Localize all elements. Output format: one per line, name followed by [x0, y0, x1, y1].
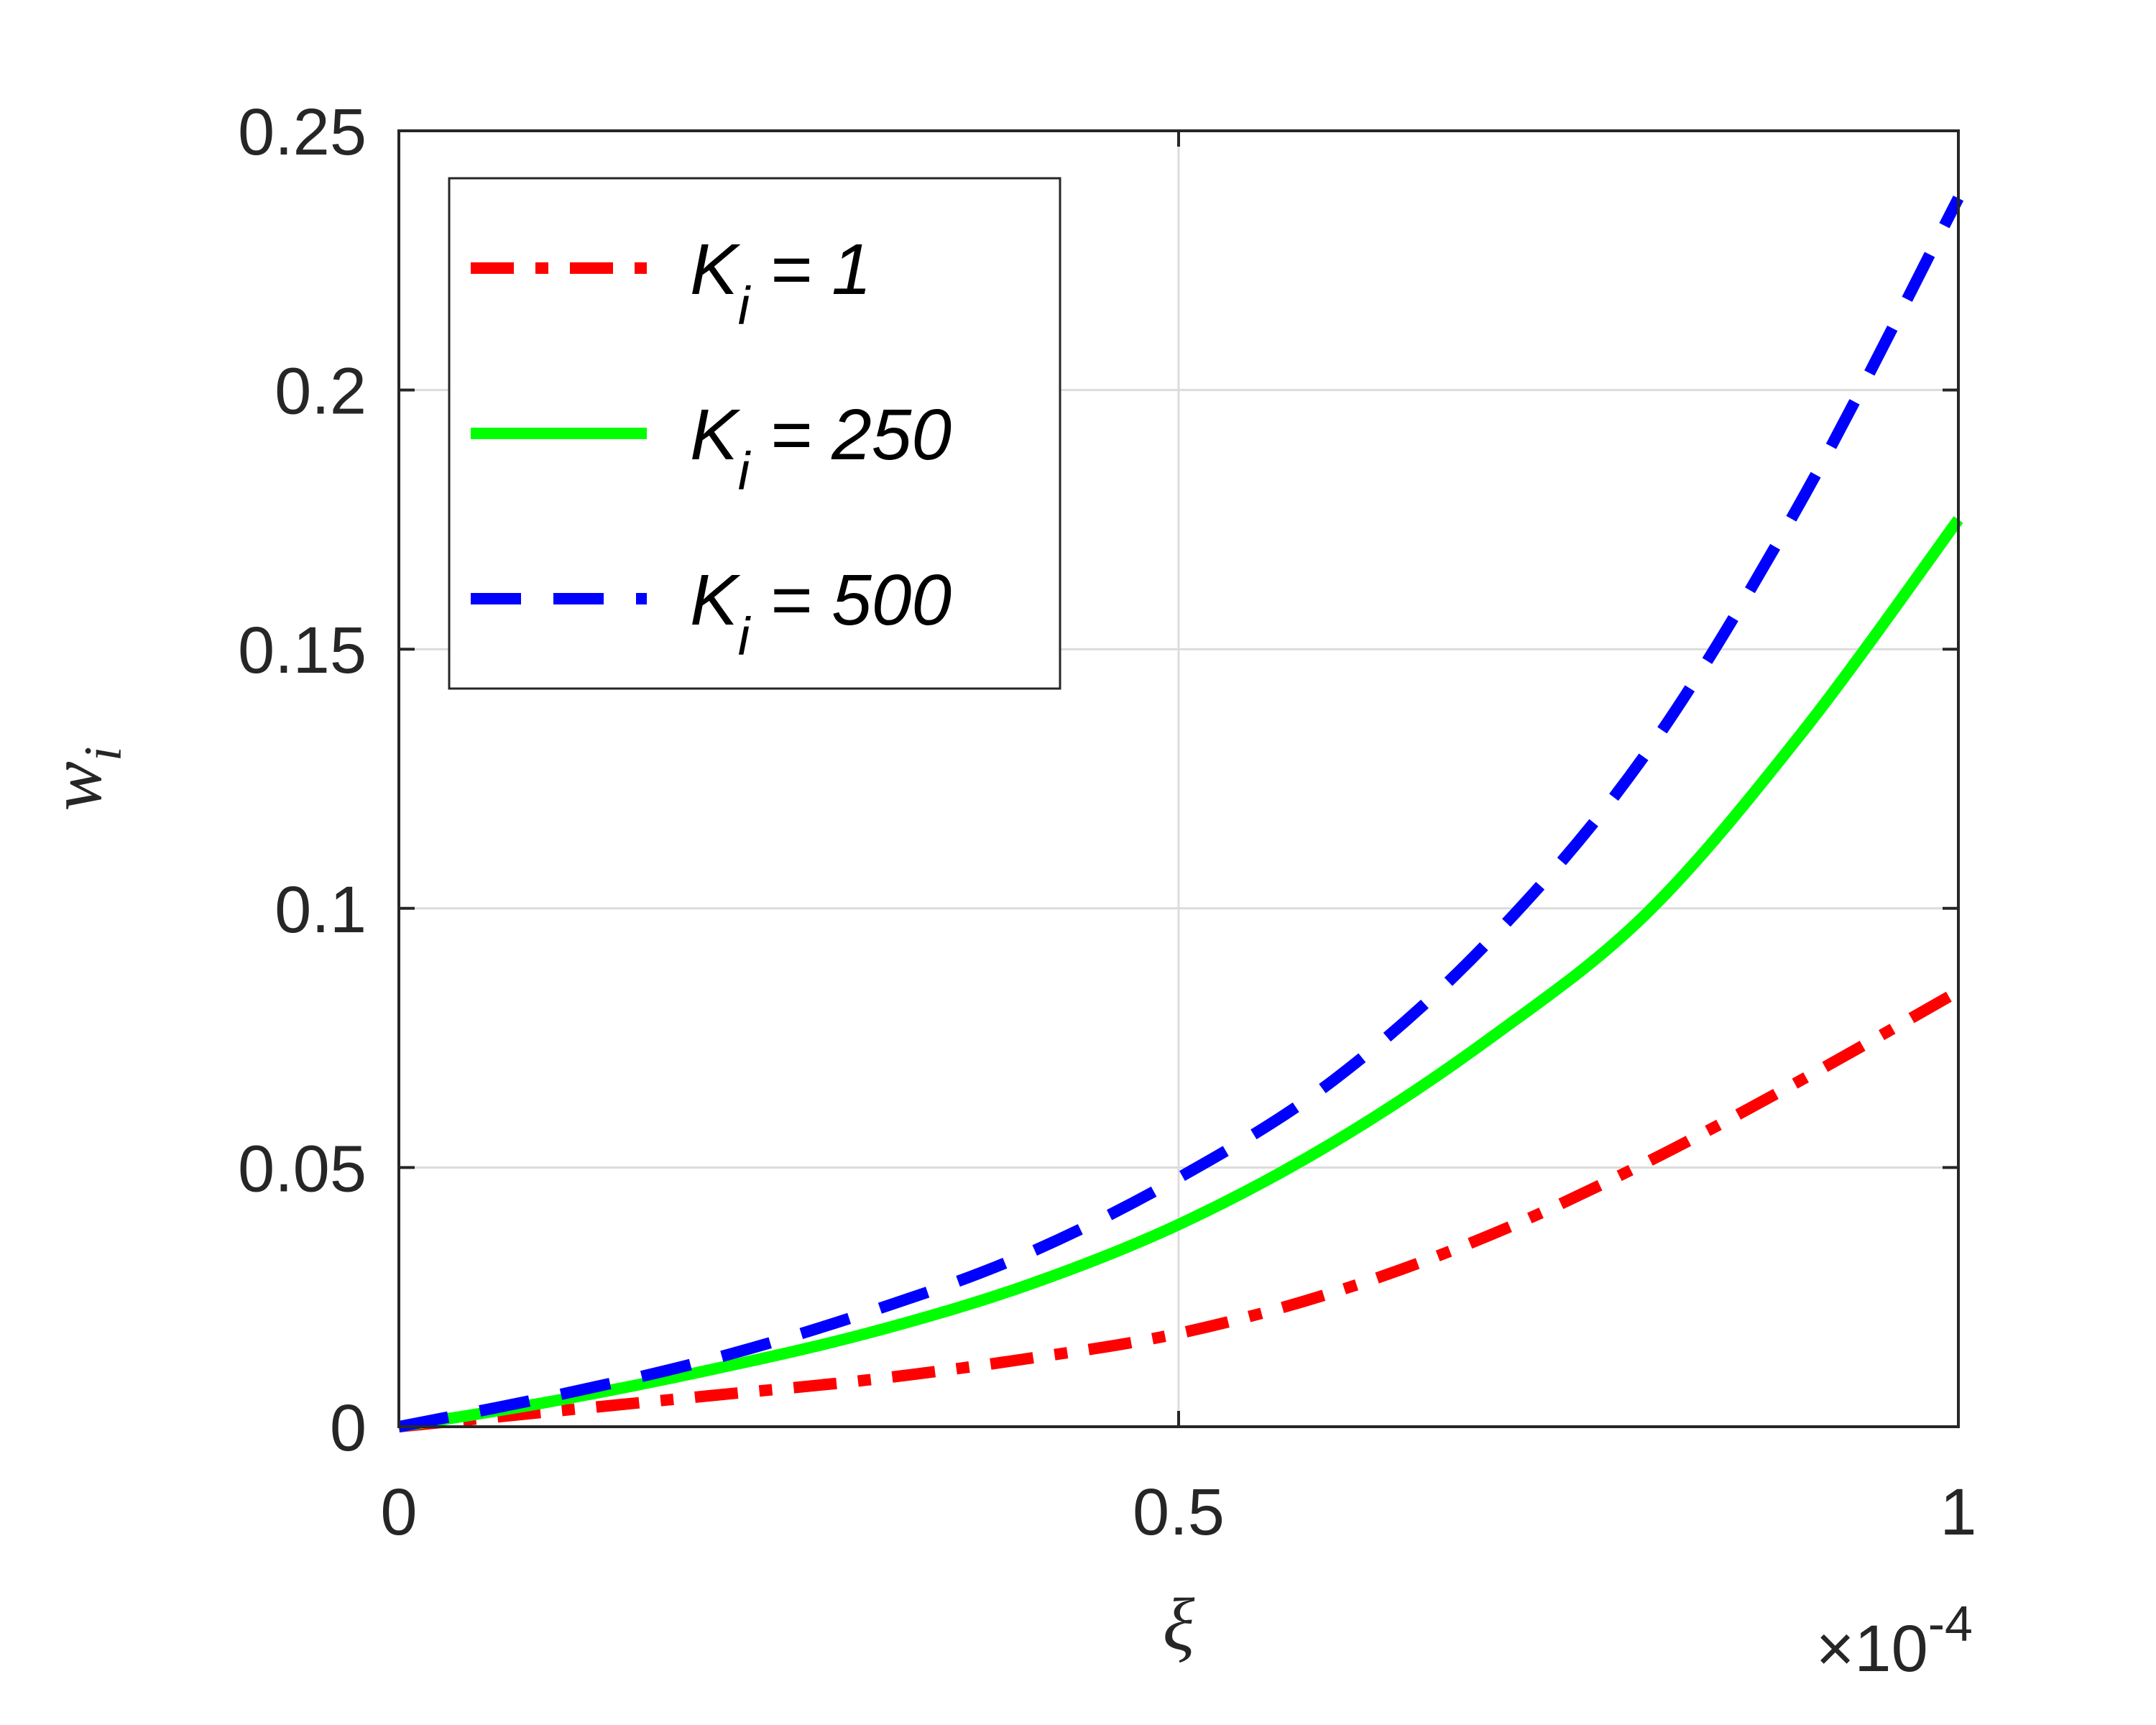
x-exponent-label: ×10-4	[1816, 1596, 1973, 1685]
x-exponent-base: ×10	[1816, 1612, 1928, 1685]
y-tick-label: 0.15	[238, 614, 367, 687]
legend-label: Ki = 250	[690, 395, 952, 501]
y-tick-label: 0.2	[275, 355, 367, 428]
series-line	[397, 516, 1963, 1432]
legend-label-subscript: i	[738, 276, 752, 336]
x-exponent-power: -4	[1928, 1596, 1973, 1652]
legend-label: Ki = 1	[690, 229, 872, 336]
y-axis-label-subscript: i	[74, 747, 133, 762]
x-tick-label: 1	[1940, 1476, 1976, 1549]
legend-label-name: K	[690, 560, 741, 640]
y-axis-label-main: w	[34, 761, 117, 811]
legend-label-value: = 1	[750, 229, 872, 310]
y-axis-label: wi	[34, 747, 133, 811]
y-tick-label: 0.05	[238, 1132, 367, 1205]
series-line	[398, 986, 1961, 1432]
x-axis-label: ξ	[1163, 1583, 1195, 1666]
legend-label-name: K	[690, 229, 741, 310]
legend-label-subscript: i	[738, 607, 752, 666]
x-tick-label: 0.5	[1133, 1476, 1225, 1549]
y-tick-label: 0	[330, 1392, 367, 1465]
legend-label-value: = 500	[750, 560, 952, 640]
legend-label-subscript: i	[738, 441, 752, 501]
legend-label: Ki = 500	[690, 560, 952, 666]
legend-label-name: K	[690, 395, 741, 475]
y-tick-label: 0.1	[275, 873, 367, 947]
series-lines	[397, 196, 1964, 1432]
x-tick-label: 0	[380, 1476, 417, 1549]
series-line	[397, 196, 1964, 1432]
ticks	[397, 129, 1960, 1428]
legend-label-value: = 250	[750, 395, 952, 475]
tick-labels: 0 0.5 1 0 0.05 0.1 0.15 0.2 0.25	[238, 96, 1977, 1549]
y-tick-label: 0.25	[238, 96, 367, 169]
